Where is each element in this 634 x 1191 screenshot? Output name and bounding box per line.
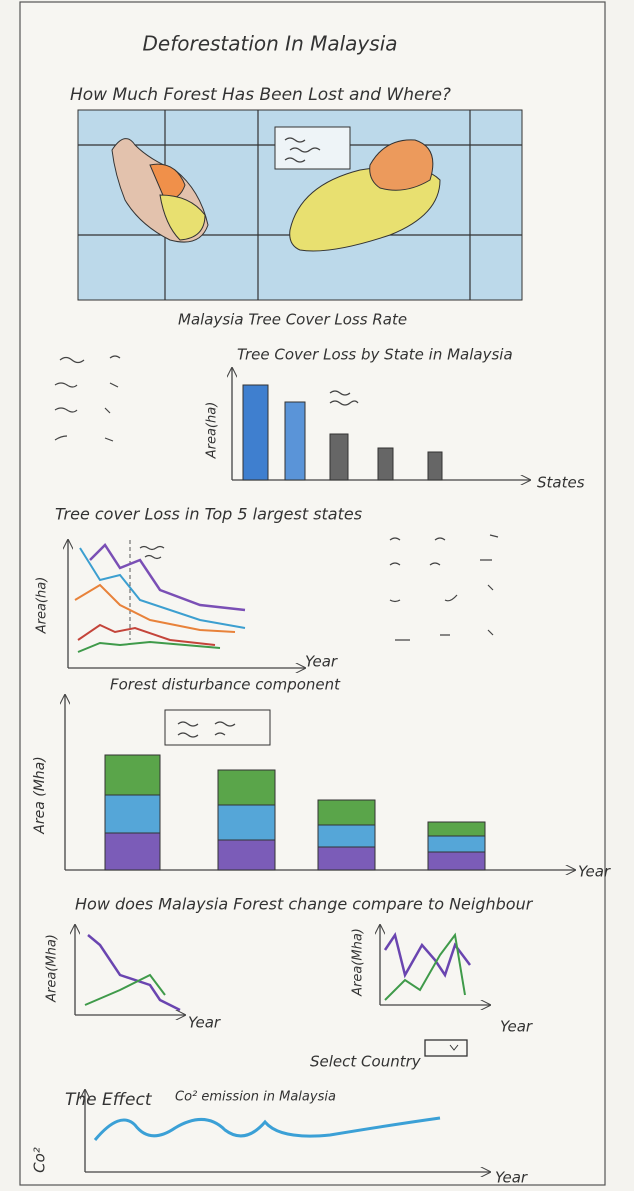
chart-title: Tree cover Loss in Top 5 largest states	[55, 505, 362, 524]
page-title: Deforestation In Malaysia	[142, 32, 397, 56]
y-axis-label: Co²	[31, 1147, 49, 1173]
neighbour-left-sketch	[75, 925, 185, 1015]
map-caption: Malaysia Tree Cover Loss Rate	[178, 311, 407, 329]
neighbour-right-sketch	[380, 925, 490, 1005]
y-axis-label: Area(Mha)	[45, 934, 60, 1003]
y-axis-label: Area (Mha)	[32, 756, 48, 834]
line-sketch	[68, 540, 305, 668]
chart-title: Tree Cover Loss by State in Malaysia	[237, 346, 513, 364]
co2-sketch	[85, 1090, 490, 1172]
select-label: Select Country	[310, 1053, 422, 1071]
section-heading: How does Malaysia Forest change compare …	[75, 895, 534, 914]
chart-title: Co² emission in Malaysia	[175, 1090, 336, 1105]
x-axis-label: Year	[305, 653, 338, 671]
y-axis-label: Area(Mha)	[351, 928, 366, 997]
y-axis-label: Area(ha)	[205, 402, 220, 460]
placeholder-text	[54, 355, 121, 442]
x-axis-label: Year	[500, 1018, 533, 1036]
y-axis-label: Area(ha)	[35, 577, 50, 635]
stacked-sketch	[65, 695, 575, 870]
x-axis-label: Year	[495, 1169, 528, 1187]
placeholder-text	[389, 534, 499, 641]
country-dropdown[interactable]	[424, 1039, 468, 1057]
x-axis-label: Year	[578, 863, 611, 881]
x-axis-label: States	[537, 474, 585, 492]
chart-title: Forest disturbance component	[110, 676, 341, 694]
section-heading: The Effect	[65, 1090, 153, 1110]
bar-sketch	[232, 368, 530, 480]
map	[77, 109, 523, 301]
section-heading: How Much Forest Has Been Lost and Where?	[70, 85, 451, 105]
x-axis-label: Year	[188, 1014, 221, 1032]
